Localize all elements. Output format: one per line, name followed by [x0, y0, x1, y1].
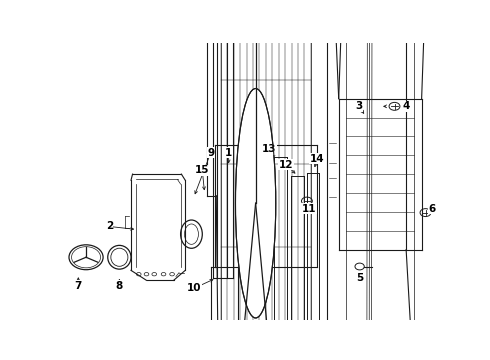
- Text: 4: 4: [402, 101, 410, 111]
- Ellipse shape: [236, 89, 276, 318]
- Text: 6: 6: [428, 204, 435, 214]
- Text: 10: 10: [187, 283, 202, 293]
- Text: 12: 12: [279, 160, 293, 170]
- Text: 2: 2: [106, 221, 113, 231]
- Text: 14: 14: [310, 154, 324, 164]
- Text: 1: 1: [225, 148, 232, 158]
- Text: 5: 5: [356, 273, 363, 283]
- Text: 8: 8: [116, 281, 123, 291]
- Text: 15: 15: [195, 165, 210, 175]
- Text: 11: 11: [302, 204, 317, 214]
- Text: 3: 3: [355, 101, 363, 111]
- Text: 7: 7: [74, 281, 82, 291]
- Text: 9: 9: [207, 148, 215, 158]
- Text: 13: 13: [262, 144, 276, 154]
